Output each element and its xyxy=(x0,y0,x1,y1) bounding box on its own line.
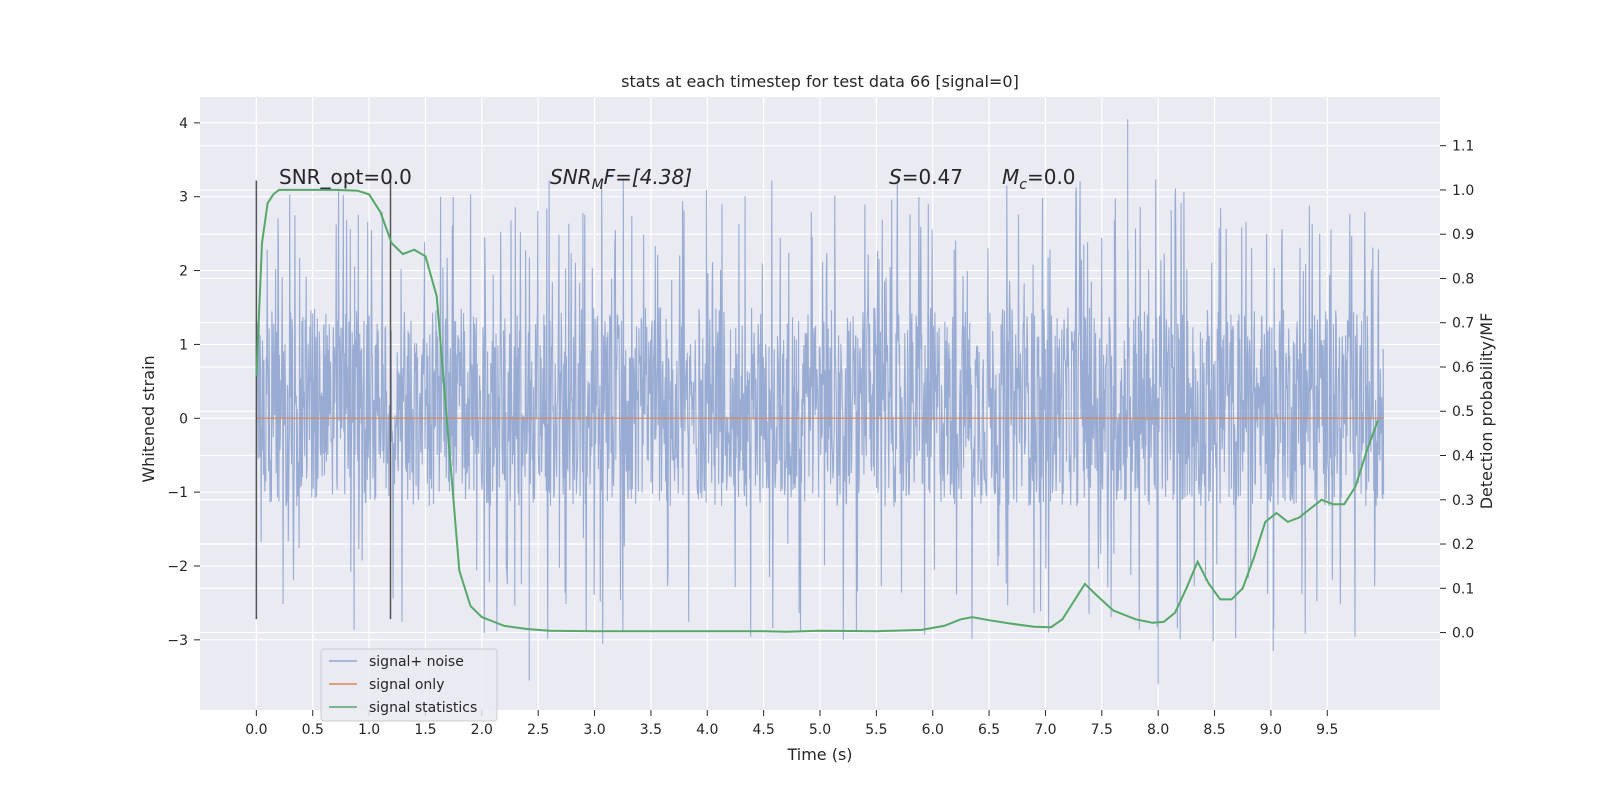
x-tick-label: 7.5 xyxy=(1091,722,1113,738)
x-tick-label: 2.5 xyxy=(527,722,549,738)
y2-axis-ticks: 0.0 0.1 0.2 0.3 0.4 0.5 0.6 0.7 0.8 0.9 1.0 1.1 xyxy=(1440,139,1474,642)
y2-tick-label: 0.7 xyxy=(1452,316,1474,332)
series-signal-statistics xyxy=(255,188,1379,633)
x-tick-label: 9.0 xyxy=(1260,722,1282,738)
x-tick-label: 8.0 xyxy=(1147,722,1169,738)
signal-statistics-line xyxy=(255,188,1379,633)
annotation-snr-mf: SNRMF=[4.38] xyxy=(550,165,692,193)
y-tick-label: −1 xyxy=(167,485,188,501)
x-axis-ticks: 0.0 0.5 1.0 1.5 2.0 2.5 3.0 3.5 4.0 4.5 5.0 5.5 6.0 6… xyxy=(245,710,1338,738)
annotation-s: S=0.47 xyxy=(889,165,963,189)
x-tick-label: 1.5 xyxy=(414,722,436,738)
x-tick-label: 4.5 xyxy=(753,722,775,738)
y2-tick-label: 0.1 xyxy=(1452,581,1474,597)
y-tick-label: 0 xyxy=(179,411,188,427)
x-tick-label: 0.5 xyxy=(302,722,324,738)
x-tick-label: 5.0 xyxy=(809,722,831,738)
legend-label-signal-plus-noise: signal+ noise xyxy=(369,654,464,670)
x-tick-label: 5.5 xyxy=(865,722,887,738)
snr-mf-prefix: SNR xyxy=(550,165,592,189)
y-tick-label: 1 xyxy=(179,337,188,353)
x-axis-label: Time (s) xyxy=(786,745,852,764)
chart-title: stats at each timestep for test data 66 … xyxy=(621,72,1019,91)
y-axis-ticks: −3 −2 −1 0 1 2 3 4 xyxy=(167,116,200,649)
s-value: =0.47 xyxy=(902,165,963,189)
annotation-mc: Mc=0.0 xyxy=(1002,165,1076,193)
vertical-markers xyxy=(255,180,392,620)
y-tick-label: 4 xyxy=(179,116,188,132)
y2-tick-label: 0.6 xyxy=(1452,360,1474,376)
y2-tick-label: 1.0 xyxy=(1452,183,1474,199)
annotation-snr-opt: SNR_opt=0.0 xyxy=(279,165,412,189)
x-tick-label: 8.5 xyxy=(1203,722,1225,738)
x-tick-label: 4.0 xyxy=(696,722,718,738)
y-tick-label: −3 xyxy=(167,633,188,649)
x-tick-label: 1.0 xyxy=(358,722,380,738)
x-tick-label: 9.5 xyxy=(1316,722,1338,738)
signal-plus-noise-line xyxy=(255,119,1385,685)
legend-label-signal-statistics: signal statistics xyxy=(369,700,477,716)
y2-tick-label: 0.0 xyxy=(1452,626,1474,642)
x-tick-label: 2.0 xyxy=(471,722,493,738)
legend-box xyxy=(320,648,498,722)
y-tick-label: 3 xyxy=(179,190,188,206)
y2-tick-label: 0.2 xyxy=(1452,537,1474,553)
y2-axis-label: Detection probability/MF xyxy=(1477,313,1496,510)
snr-mf-suffix: F=[4.38] xyxy=(604,165,692,189)
mc-value: =0.0 xyxy=(1027,165,1076,189)
legend: signal+ noise signal only signal statist… xyxy=(320,648,498,722)
y2-tick-label: 0.9 xyxy=(1452,227,1474,243)
x-tick-label: 0.0 xyxy=(245,722,267,738)
series-signal-plus-noise xyxy=(255,119,1385,685)
y2-tick-label: 0.5 xyxy=(1452,404,1474,420)
x-tick-label: 6.5 xyxy=(978,722,1000,738)
y2-tick-label: 0.4 xyxy=(1452,449,1474,465)
x-tick-label: 6.0 xyxy=(922,722,944,738)
s-label: S xyxy=(889,165,902,189)
x-tick-label: 3.5 xyxy=(640,722,662,738)
legend-label-signal-only: signal only xyxy=(369,677,444,693)
y2-tick-label: 0.8 xyxy=(1452,271,1474,287)
mc-sub: c xyxy=(1019,177,1027,193)
x-tick-label: 7.0 xyxy=(1034,722,1056,738)
mc-label: M xyxy=(1002,165,1019,189)
snr-mf-sub: M xyxy=(592,177,604,193)
y-tick-label: −2 xyxy=(167,559,188,575)
y-tick-label: 2 xyxy=(179,264,188,280)
y2-tick-label: 0.3 xyxy=(1452,493,1474,509)
x-tick-label: 3.0 xyxy=(583,722,605,738)
y2-tick-label: 1.1 xyxy=(1452,139,1474,155)
y-axis-label: Whitened strain xyxy=(139,355,158,482)
